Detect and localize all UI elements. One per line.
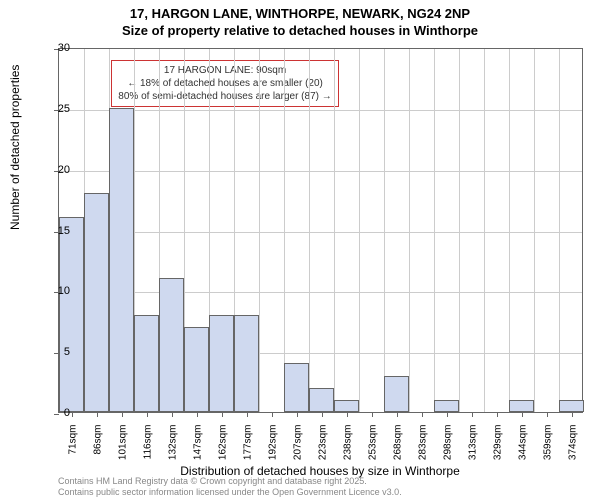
x-tick-mark: [447, 412, 448, 417]
footer: Contains HM Land Registry data © Crown c…: [58, 476, 402, 498]
x-tick-label: 71sqm: [67, 425, 78, 475]
grid-line-v: [409, 49, 410, 412]
x-tick-label: 253sqm: [367, 425, 378, 475]
histogram-bar: [159, 278, 184, 412]
x-tick-mark: [422, 412, 423, 417]
x-tick-label: 313sqm: [467, 425, 478, 475]
x-tick-mark: [122, 412, 123, 417]
x-tick-label: 238sqm: [342, 425, 353, 475]
grid-line-v: [259, 49, 260, 412]
annotation-line1: 17 HARGON LANE: 90sqm: [118, 64, 331, 77]
x-tick-label: 147sqm: [192, 425, 203, 475]
grid-line-v: [334, 49, 335, 412]
grid-line-h: [59, 232, 582, 233]
grid-line-v: [559, 49, 560, 412]
histogram-bar: [184, 327, 209, 412]
x-tick-mark: [147, 412, 148, 417]
histogram-bar: [309, 388, 334, 412]
footer-line1: Contains HM Land Registry data © Crown c…: [58, 476, 402, 487]
x-tick-label: 116sqm: [142, 425, 153, 475]
y-tick-label: 5: [40, 346, 70, 358]
y-axis-label: Number of detached properties: [8, 65, 22, 230]
histogram-bar: [434, 400, 459, 412]
grid-line-v: [509, 49, 510, 412]
plot-area: 17 HARGON LANE: 90sqm ← 18% of detached …: [58, 48, 583, 413]
x-tick-label: 162sqm: [217, 425, 228, 475]
x-tick-label: 132sqm: [167, 425, 178, 475]
grid-line-v: [534, 49, 535, 412]
x-tick-label: 177sqm: [242, 425, 253, 475]
x-tick-mark: [172, 412, 173, 417]
chart-title-line2: Size of property relative to detached ho…: [0, 21, 600, 38]
y-tick-label: 30: [40, 42, 70, 54]
x-tick-mark: [372, 412, 373, 417]
y-tick-label: 15: [40, 225, 70, 237]
grid-line-v: [309, 49, 310, 412]
x-tick-label: 374sqm: [567, 425, 578, 475]
x-tick-label: 298sqm: [442, 425, 453, 475]
x-tick-mark: [397, 412, 398, 417]
annotation-box: 17 HARGON LANE: 90sqm ← 18% of detached …: [111, 60, 338, 107]
grid-line-v: [484, 49, 485, 412]
x-tick-label: 283sqm: [417, 425, 428, 475]
grid-line-h: [59, 171, 582, 172]
grid-line-v: [459, 49, 460, 412]
grid-line-v: [434, 49, 435, 412]
annotation-line3: 80% of semi-detached houses are larger (…: [118, 90, 331, 103]
x-tick-mark: [72, 412, 73, 417]
x-tick-mark: [472, 412, 473, 417]
histogram-bar: [109, 108, 134, 412]
grid-line-v: [359, 49, 360, 412]
histogram-bar: [134, 315, 159, 412]
chart-title-line1: 17, HARGON LANE, WINTHORPE, NEWARK, NG24…: [0, 0, 600, 21]
histogram-bar: [559, 400, 584, 412]
x-tick-label: 207sqm: [292, 425, 303, 475]
x-tick-mark: [497, 412, 498, 417]
x-tick-label: 344sqm: [517, 425, 528, 475]
grid-line-v: [284, 49, 285, 412]
x-tick-label: 101sqm: [117, 425, 128, 475]
x-tick-mark: [272, 412, 273, 417]
histogram-bar: [284, 363, 309, 412]
x-tick-mark: [522, 412, 523, 417]
grid-line-v: [384, 49, 385, 412]
histogram-bar: [334, 400, 359, 412]
y-tick-label: 0: [40, 407, 70, 419]
x-tick-mark: [97, 412, 98, 417]
y-tick-label: 25: [40, 103, 70, 115]
x-tick-mark: [547, 412, 548, 417]
histogram-bar: [84, 193, 109, 412]
x-tick-mark: [572, 412, 573, 417]
x-tick-mark: [247, 412, 248, 417]
y-tick-label: 20: [40, 164, 70, 176]
y-tick-label: 10: [40, 285, 70, 297]
x-tick-mark: [222, 412, 223, 417]
histogram-bar: [209, 315, 234, 412]
histogram-bar: [234, 315, 259, 412]
x-tick-mark: [297, 412, 298, 417]
histogram-bar: [384, 376, 409, 413]
x-tick-label: 359sqm: [542, 425, 553, 475]
footer-line2: Contains public sector information licen…: [58, 487, 402, 498]
histogram-bar: [59, 217, 84, 412]
annotation-line2: ← 18% of detached houses are smaller (20…: [118, 77, 331, 90]
x-tick-label: 223sqm: [317, 425, 328, 475]
x-tick-label: 86sqm: [92, 425, 103, 475]
x-tick-mark: [347, 412, 348, 417]
histogram-bar: [509, 400, 534, 412]
x-tick-label: 268sqm: [392, 425, 403, 475]
chart-container: 17, HARGON LANE, WINTHORPE, NEWARK, NG24…: [0, 0, 600, 500]
grid-line-h: [59, 110, 582, 111]
x-tick-label: 192sqm: [267, 425, 278, 475]
x-tick-mark: [322, 412, 323, 417]
x-tick-mark: [197, 412, 198, 417]
grid-line-h: [59, 292, 582, 293]
x-tick-label: 329sqm: [492, 425, 503, 475]
